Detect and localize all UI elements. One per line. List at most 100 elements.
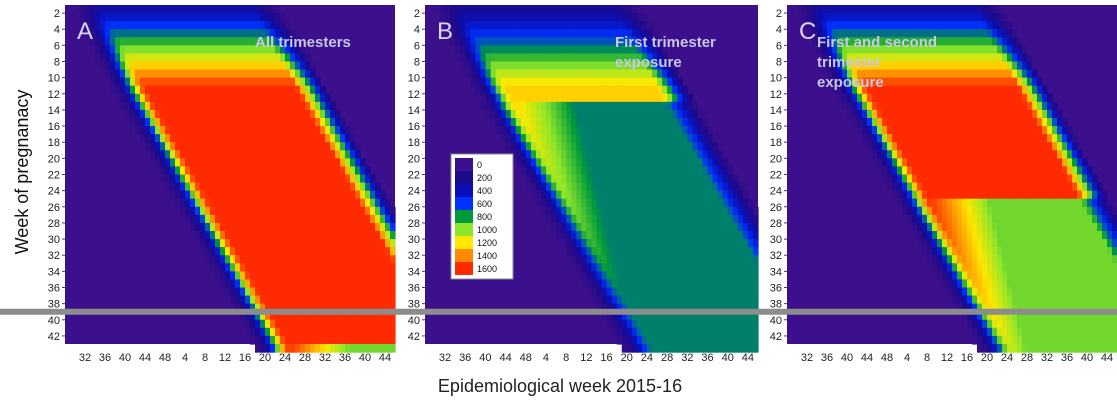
heatmap-cell bbox=[697, 303, 704, 313]
heatmap-cell bbox=[505, 37, 512, 46]
heatmap-cell bbox=[390, 231, 396, 240]
heatmap-cell bbox=[551, 21, 557, 30]
heatmap-cell bbox=[1027, 279, 1033, 289]
heatmap-cell bbox=[245, 13, 251, 22]
heatmap-cell bbox=[922, 101, 928, 111]
heatmap-cell bbox=[305, 198, 311, 208]
heatmap-cell bbox=[957, 126, 963, 135]
heatmap-cell bbox=[672, 85, 678, 95]
x-tick-label: 36 bbox=[339, 352, 351, 364]
heatmap-cell bbox=[601, 5, 608, 14]
heatmap-cell bbox=[546, 150, 552, 159]
heatmap-cell bbox=[621, 198, 628, 208]
heatmap-cell bbox=[375, 239, 381, 248]
heatmap-cell bbox=[300, 109, 306, 119]
heatmap-cell bbox=[972, 53, 978, 63]
heatmap-cell bbox=[310, 255, 316, 264]
heatmap-cell bbox=[972, 174, 978, 184]
heatmap-cell bbox=[957, 21, 963, 30]
heatmap-cell bbox=[641, 158, 648, 168]
heatmap-cell bbox=[465, 53, 472, 63]
heatmap-cell bbox=[546, 29, 552, 38]
heatmap-cell bbox=[240, 61, 246, 71]
heatmap-cell bbox=[260, 118, 266, 127]
heatmap-cell bbox=[677, 263, 683, 272]
heatmap-cell bbox=[641, 335, 648, 345]
heatmap-cell bbox=[115, 77, 121, 87]
heatmap-cell bbox=[596, 61, 603, 71]
heatmap-cell bbox=[611, 69, 618, 79]
heatmap-cell bbox=[1102, 190, 1108, 200]
heatmap-cell bbox=[967, 231, 973, 240]
heatmap-cell bbox=[967, 77, 973, 87]
heatmap-cell bbox=[155, 93, 161, 103]
heatmap-cell bbox=[667, 344, 673, 353]
heatmap-cell bbox=[195, 214, 201, 224]
heatmap-cell bbox=[275, 101, 281, 111]
heatmap-cell bbox=[1077, 198, 1083, 208]
heatmap-cell bbox=[155, 21, 161, 30]
heatmap-cell bbox=[591, 247, 598, 256]
heatmap-cell bbox=[475, 37, 482, 46]
heatmap-cell bbox=[170, 21, 176, 30]
heatmap-cell bbox=[561, 126, 567, 135]
heatmap-cell bbox=[556, 166, 562, 176]
heatmap-cell bbox=[992, 134, 998, 143]
heatmap-cell bbox=[210, 126, 216, 135]
heatmap-cell bbox=[942, 142, 948, 151]
heatmap-cell bbox=[295, 61, 301, 71]
heatmap-cell bbox=[902, 174, 908, 184]
heatmap-cell bbox=[520, 29, 527, 38]
heatmap-cell bbox=[290, 311, 296, 321]
heatmap-cell bbox=[962, 222, 968, 232]
heatmap-cell bbox=[652, 311, 658, 321]
heatmap-cell bbox=[305, 126, 311, 135]
heatmap-cell bbox=[652, 263, 658, 272]
heatmap-cell bbox=[270, 134, 276, 143]
heatmap-cell bbox=[1002, 287, 1008, 297]
heatmap-cell bbox=[190, 134, 196, 143]
heatmap-cell bbox=[962, 158, 968, 168]
heatmap-cell bbox=[290, 85, 296, 95]
heatmap-cell bbox=[712, 295, 719, 305]
heatmap-cell bbox=[320, 303, 326, 313]
heatmap-cell bbox=[310, 247, 316, 256]
heatmap-cell bbox=[380, 287, 386, 297]
heatmap-cell bbox=[636, 271, 643, 281]
heatmap-cell bbox=[727, 174, 734, 184]
heatmap-cell bbox=[897, 61, 903, 71]
heatmap-cell bbox=[320, 182, 326, 192]
heatmap-cell bbox=[606, 239, 613, 248]
heatmap-cell bbox=[992, 222, 998, 232]
heatmap-cell bbox=[1097, 198, 1103, 208]
heatmap-cell bbox=[551, 126, 557, 135]
heatmap-cell bbox=[902, 77, 908, 87]
heatmap-cell bbox=[927, 158, 933, 168]
heatmap-cell bbox=[265, 13, 271, 22]
heatmap-cell bbox=[561, 21, 567, 30]
heatmap-cell bbox=[275, 303, 281, 313]
heatmap-cell bbox=[515, 158, 522, 168]
heatmap-cell bbox=[360, 295, 366, 305]
heatmap-cell bbox=[175, 174, 181, 184]
heatmap-cell bbox=[982, 231, 988, 240]
heatmap-cell bbox=[556, 134, 562, 143]
heatmap-cell bbox=[275, 85, 281, 95]
heatmap-cell bbox=[812, 29, 818, 38]
heatmap-cell bbox=[330, 319, 336, 329]
heatmap-cell bbox=[165, 29, 171, 38]
heatmap-cell bbox=[1052, 231, 1058, 240]
heatmap-cell bbox=[255, 158, 261, 168]
heatmap-cell bbox=[490, 101, 497, 111]
heatmap-cell bbox=[932, 182, 938, 192]
heatmap-cell bbox=[982, 142, 988, 151]
heatmap-cell bbox=[652, 174, 658, 184]
heatmap-cell bbox=[551, 37, 557, 46]
x-tick-label: 32 bbox=[681, 352, 693, 364]
heatmap-cell bbox=[235, 142, 241, 151]
heatmap-cell bbox=[170, 126, 176, 135]
heatmap-cell bbox=[927, 13, 933, 22]
heatmap-cell bbox=[310, 142, 316, 151]
heatmap-cell bbox=[611, 158, 618, 168]
heatmap-cell bbox=[556, 77, 562, 87]
